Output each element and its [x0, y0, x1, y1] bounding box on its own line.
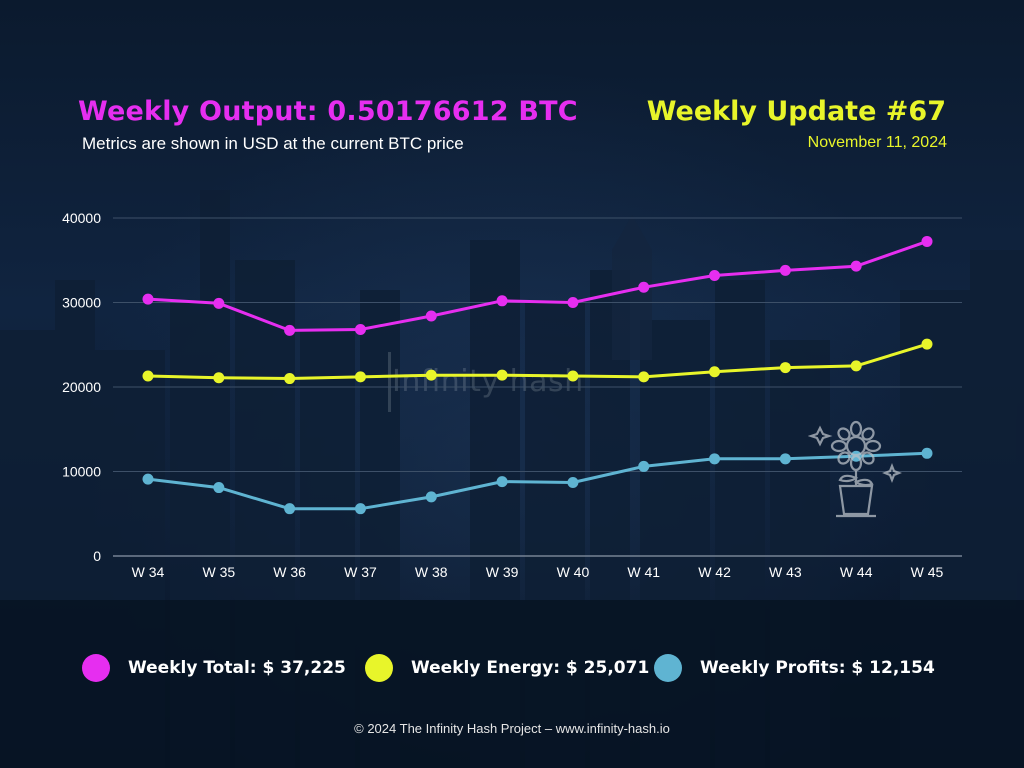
data-point-weekly-total-w41	[638, 281, 650, 293]
data-point-weekly-profits-w40	[567, 476, 579, 488]
data-point-weekly-total-w42	[709, 269, 721, 281]
data-point-weekly-profits-w42	[709, 453, 721, 465]
data-point-weekly-energy-w37	[354, 371, 366, 383]
legend-label-profits: Weekly Profits: $ 12,154	[700, 658, 935, 678]
data-point-weekly-profits-w34	[142, 473, 154, 485]
legend-marker-profits	[654, 654, 682, 682]
data-point-weekly-total-w44	[850, 260, 862, 272]
series-line-weekly-total	[146, 239, 929, 332]
data-point-weekly-energy-w35	[213, 372, 225, 384]
legend-marker-total	[82, 654, 110, 682]
watermark-logo	[388, 352, 407, 412]
x-tick-label-w37: W 37	[344, 564, 377, 580]
x-tick-label-w43: W 43	[769, 564, 802, 580]
data-point-weekly-profits-w41	[638, 460, 650, 472]
data-point-weekly-energy-w41	[638, 371, 650, 383]
data-point-weekly-energy-w40	[567, 370, 579, 382]
legend-item-profits: Weekly Profits: $ 12,154	[654, 654, 935, 682]
data-point-weekly-energy-w34	[142, 370, 154, 382]
legend-label-energy: Weekly Energy: $ 25,071	[411, 658, 650, 678]
data-point-weekly-energy-w36	[284, 373, 296, 385]
data-point-weekly-energy-w39	[496, 369, 508, 381]
legend-marker-energy	[365, 654, 393, 682]
x-tick-label-w38: W 38	[415, 564, 448, 580]
y-tick-label-20000: 20000	[62, 379, 101, 395]
data-point-weekly-profits-w38	[425, 491, 437, 503]
y-tick-label-30000: 30000	[62, 295, 101, 311]
data-point-weekly-profits-w39	[496, 476, 508, 488]
series-line-weekly-profits	[146, 451, 929, 511]
x-tick-label-w45: W 45	[911, 564, 944, 580]
series-line-weekly-energy	[146, 342, 929, 380]
footer-copyright: © 2024 The Infinity Hash Project – www.i…	[354, 721, 670, 736]
weekly-update-title: Weekly Update #67	[646, 96, 946, 127]
x-tick-label-w40: W 40	[557, 564, 590, 580]
x-tick-label-w42: W 42	[698, 564, 731, 580]
metrics-subtitle: Metrics are shown in USD at the current …	[82, 134, 464, 153]
y-tick-label-0: 0	[93, 548, 101, 564]
data-point-weekly-total-w38	[425, 310, 437, 322]
x-tick-label-w41: W 41	[627, 564, 660, 580]
bitcoin-plant-icon	[808, 420, 902, 518]
x-tick-label-w34: W 34	[132, 564, 165, 580]
data-point-weekly-total-w36	[284, 324, 296, 336]
watermark-text: Infinity hash	[392, 364, 584, 399]
data-point-weekly-energy-w38	[425, 369, 437, 381]
x-tick-label-w44: W 44	[840, 564, 873, 580]
weekly-output-title: Weekly Output: 0.50176612 BTC	[78, 96, 578, 127]
data-point-weekly-profits-w35	[213, 482, 225, 494]
x-tick-label-w36: W 36	[273, 564, 306, 580]
update-date: November 11, 2024	[807, 134, 947, 151]
legend-label-total: Weekly Total: $ 37,225	[128, 658, 346, 678]
data-point-weekly-total-w37	[354, 324, 366, 336]
data-point-weekly-energy-w42	[709, 366, 721, 378]
x-tick-label-w35: W 35	[202, 564, 235, 580]
data-point-weekly-total-w34	[142, 293, 154, 305]
chart-legend: Weekly Total: $ 37,225 Weekly Energy: $ …	[82, 654, 962, 686]
data-point-weekly-total-w45	[921, 235, 933, 247]
data-point-weekly-energy-w44	[850, 360, 862, 372]
data-point-weekly-total-w39	[496, 295, 508, 307]
data-point-weekly-total-w35	[213, 297, 225, 309]
data-point-weekly-profits-w45	[921, 447, 933, 459]
legend-item-total: Weekly Total: $ 37,225	[82, 654, 346, 682]
data-point-weekly-energy-w45	[921, 338, 933, 350]
data-point-weekly-total-w43	[779, 264, 791, 276]
legend-item-energy: Weekly Energy: $ 25,071	[365, 654, 649, 682]
data-point-weekly-profits-w43	[779, 453, 791, 465]
y-tick-label-10000: 10000	[62, 464, 101, 480]
data-point-weekly-total-w40	[567, 297, 579, 308]
x-tick-label-w39: W 39	[486, 564, 519, 580]
data-point-weekly-profits-w36	[284, 503, 296, 515]
y-tick-label-40000: 40000	[62, 210, 101, 226]
data-point-weekly-profits-w37	[354, 503, 366, 515]
data-point-weekly-energy-w43	[779, 362, 791, 374]
